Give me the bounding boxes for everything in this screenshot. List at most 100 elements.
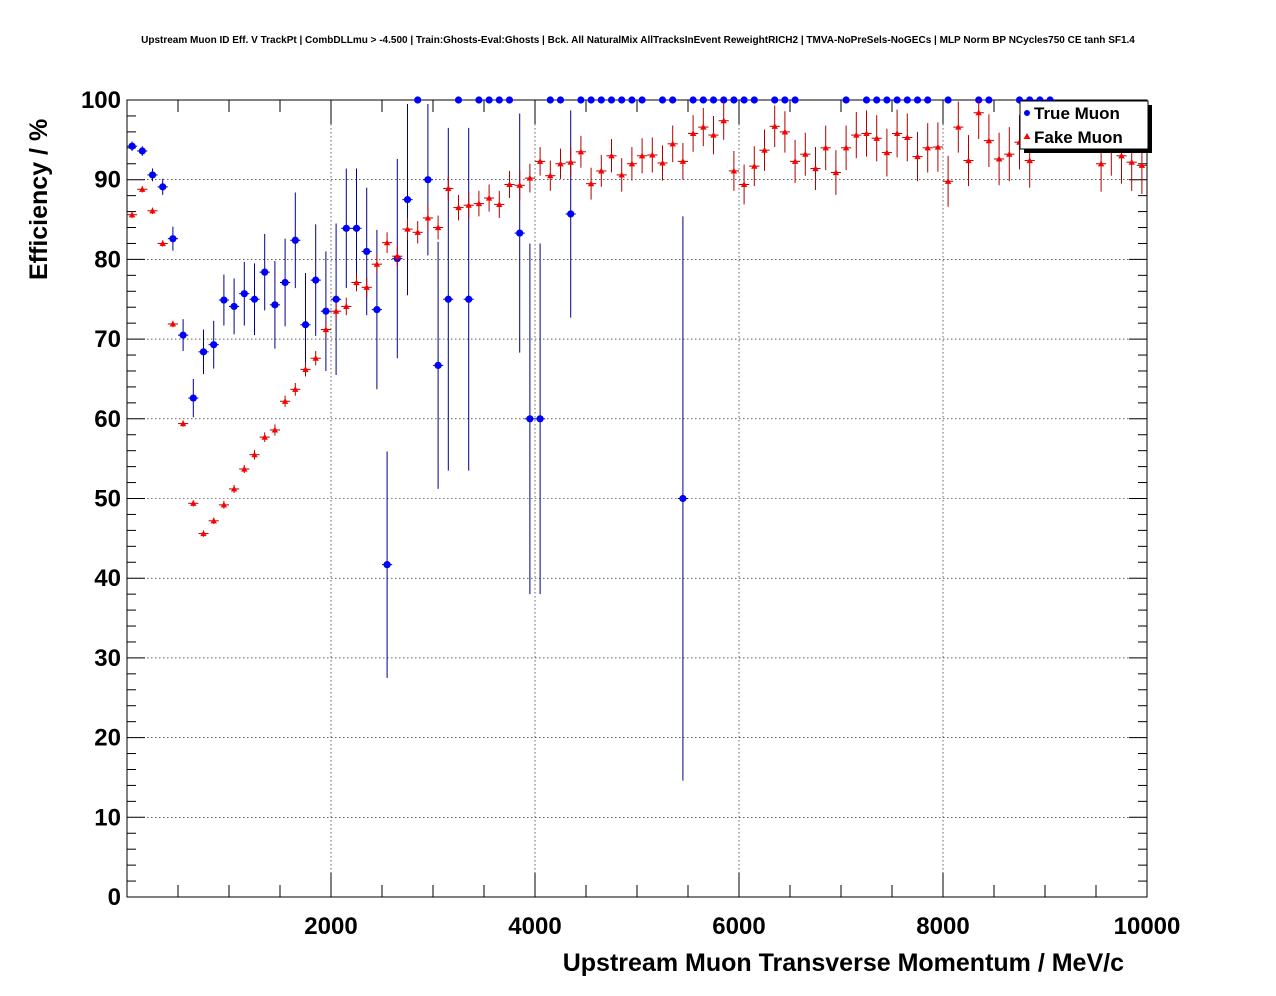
data-point-true-muon [363, 247, 371, 256]
data-point-true-muon [138, 147, 146, 155]
x-tick-labels: 2000 4000 6000 8000 10000 [304, 913, 1180, 940]
data-point-fake-muon [363, 284, 370, 290]
data-point-fake-muon [373, 260, 381, 267]
data-point-fake-muon [771, 123, 778, 129]
y-tick-label: 60 [94, 406, 121, 433]
data-point-fake-muon [924, 144, 931, 151]
data-point-true-muon [556, 96, 565, 104]
data-point-fake-muon [251, 451, 258, 458]
data-point-true-muon [485, 96, 493, 104]
data-point-fake-muon [883, 149, 891, 156]
data-point-true-muon [862, 96, 871, 104]
data-point-true-muon [526, 415, 534, 423]
data-point-true-muon [546, 96, 554, 104]
data-point-fake-muon [720, 117, 727, 124]
data-point-true-muon [414, 96, 422, 104]
data-point-true-muon [944, 96, 952, 104]
data-point-true-muon [383, 561, 391, 569]
data-point-fake-muon [536, 158, 544, 164]
data-point-true-muon [628, 96, 636, 104]
data-point-true-muon [791, 96, 799, 104]
data-point-fake-muon [955, 123, 962, 130]
data-point-fake-muon [740, 181, 748, 188]
data-point-true-muon [658, 96, 667, 104]
data-point-fake-muon [761, 147, 768, 153]
data-point-fake-muon [812, 165, 819, 172]
data-point-fake-muon [312, 355, 319, 361]
data-point-fake-muon [842, 144, 850, 151]
data-point-fake-muon [659, 159, 666, 166]
y-tick-labels: 0 10 20 30 40 50 60 70 80 90 100 [81, 87, 121, 911]
data-point-fake-muon [496, 201, 503, 207]
y-tick-label: 0 [108, 884, 121, 911]
data-point-true-muon [169, 235, 177, 243]
data-point-true-muon [516, 229, 524, 237]
data-point-fake-muon [485, 194, 493, 201]
data-point-true-muon [781, 96, 789, 104]
data-point-fake-muon [995, 155, 1003, 162]
data-point-fake-muon [200, 530, 207, 537]
data-point-true-muon [638, 96, 646, 104]
data-point-true-muon [199, 348, 208, 356]
data-point-fake-muon [292, 386, 299, 392]
data-point-true-muon [597, 96, 605, 104]
data-point-true-muon [985, 96, 993, 104]
data-point-true-muon [373, 306, 381, 314]
x-tick-label: 8000 [916, 913, 969, 940]
data-point-true-muon [240, 290, 248, 298]
data-point-true-muon [230, 302, 238, 311]
data-point-fake-muon [322, 326, 330, 333]
data-point-fake-muon [567, 158, 574, 165]
data-point-fake-muon [1118, 152, 1125, 159]
data-point-fake-muon [506, 181, 513, 188]
data-point-fake-muon [159, 240, 166, 247]
data-point-fake-muon [904, 134, 911, 141]
data-point-fake-muon [1128, 158, 1135, 165]
data-point-fake-muon [914, 153, 921, 160]
data-point-fake-muon [649, 151, 656, 158]
data-point-fake-muon [608, 152, 615, 159]
data-point-fake-muon [332, 308, 340, 314]
data-point-true-muon [424, 176, 432, 184]
data-point-fake-muon [700, 123, 707, 130]
data-point-fake-muon [475, 200, 483, 207]
data-point-fake-muon [802, 150, 809, 157]
y-tick-label: 90 [94, 167, 121, 194]
y-tick-label: 40 [94, 565, 121, 592]
data-point-true-muon [750, 96, 758, 104]
data-point-fake-muon [669, 140, 676, 147]
data-point-fake-muon [965, 157, 972, 164]
data-point-fake-muon [455, 204, 462, 211]
data-point-true-muon [924, 96, 932, 104]
data-point-fake-muon [516, 182, 523, 188]
data-point-fake-muon [822, 144, 829, 151]
data-point-fake-muon [210, 517, 217, 524]
data-point-true-muon [352, 224, 361, 232]
data-point-true-muon [903, 96, 911, 104]
data-point-true-muon [587, 96, 595, 104]
data-point-fake-muon [190, 500, 197, 506]
data-point-fake-muon [863, 130, 870, 137]
data-point-fake-muon [577, 148, 585, 155]
data-point-fake-muon [832, 169, 840, 176]
data-point-true-muon [148, 171, 157, 179]
data-point-true-muon [689, 96, 697, 104]
data-point-fake-muon [353, 279, 360, 286]
data-point-true-muon [179, 331, 187, 339]
data-point-true-muon [475, 96, 483, 104]
data-point-true-muon [720, 96, 728, 104]
data-point-true-muon [730, 96, 738, 104]
data-point-true-muon [883, 96, 891, 104]
data-point-true-muon [342, 224, 350, 232]
legend-marker-true-muon [1024, 110, 1030, 116]
data-point-true-muon [301, 321, 310, 329]
data-point-fake-muon [547, 172, 554, 179]
legend-label-true-muon: True Muon [1034, 104, 1120, 123]
data-point-fake-muon [985, 137, 993, 144]
data-point-fake-muon [271, 426, 279, 433]
chart-title: Upstream Muon ID Eff. V TrackPt | CombDL… [141, 35, 1135, 46]
data-point-fake-muon [404, 225, 411, 232]
data-point-true-muon [873, 96, 881, 104]
data-point-fake-muon [261, 433, 268, 440]
data-point-fake-muon [638, 152, 646, 159]
